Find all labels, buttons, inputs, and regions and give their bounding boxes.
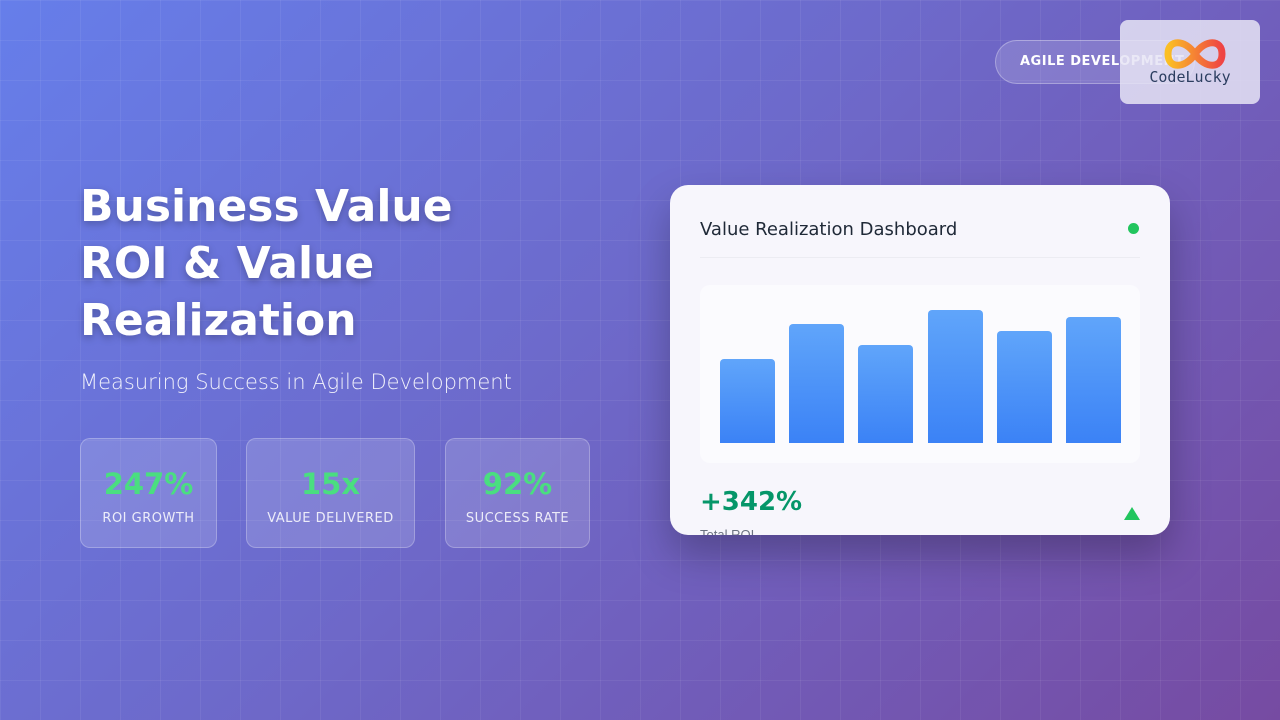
stat-value: 247%: [103, 467, 194, 501]
stat-value: 15x: [300, 467, 361, 501]
dashboard-card: Value Realization Dashboard +342% Total …: [670, 185, 1170, 535]
logo: CodeLucky: [1120, 20, 1260, 104]
bar-5: [996, 331, 1052, 443]
stat-roi-growth: 247% ROI GROWTH: [80, 438, 217, 548]
stat-label: SUCCESS RATE: [465, 511, 570, 526]
title-line: Realization: [80, 295, 357, 346]
title-line: Business Value: [80, 181, 453, 232]
total-roi-value: +342%: [700, 487, 803, 517]
bar-1: [720, 359, 775, 443]
logo-text: CodeLucky: [1149, 68, 1231, 86]
stat-value-delivered: 15x VALUE DELIVERED: [246, 438, 415, 548]
bar-2: [789, 324, 845, 443]
stat-label: VALUE DELIVERED: [267, 511, 394, 526]
divider: [700, 257, 1140, 258]
infinity-logo-icon: [1164, 39, 1226, 69]
title-line: ROI & Value: [80, 238, 375, 289]
dashboard-title: Value Realization Dashboard: [700, 219, 958, 240]
subtitle: Measuring Success in Agile Development: [80, 370, 512, 394]
status-dot-icon: [1128, 223, 1139, 234]
triangle-up-icon: [1124, 507, 1140, 520]
total-roi-label: Total ROI: [700, 527, 755, 535]
bar-3: [858, 345, 914, 443]
bar-chart: [700, 285, 1140, 463]
stat-label: ROI GROWTH: [102, 511, 195, 526]
stat-value: 92%: [482, 467, 553, 501]
page-title: Business Value ROI & Value Realization: [80, 178, 453, 349]
bar-6: [1066, 317, 1121, 443]
bar-4: [927, 310, 983, 443]
stat-success-rate: 92% SUCCESS RATE: [445, 438, 590, 548]
